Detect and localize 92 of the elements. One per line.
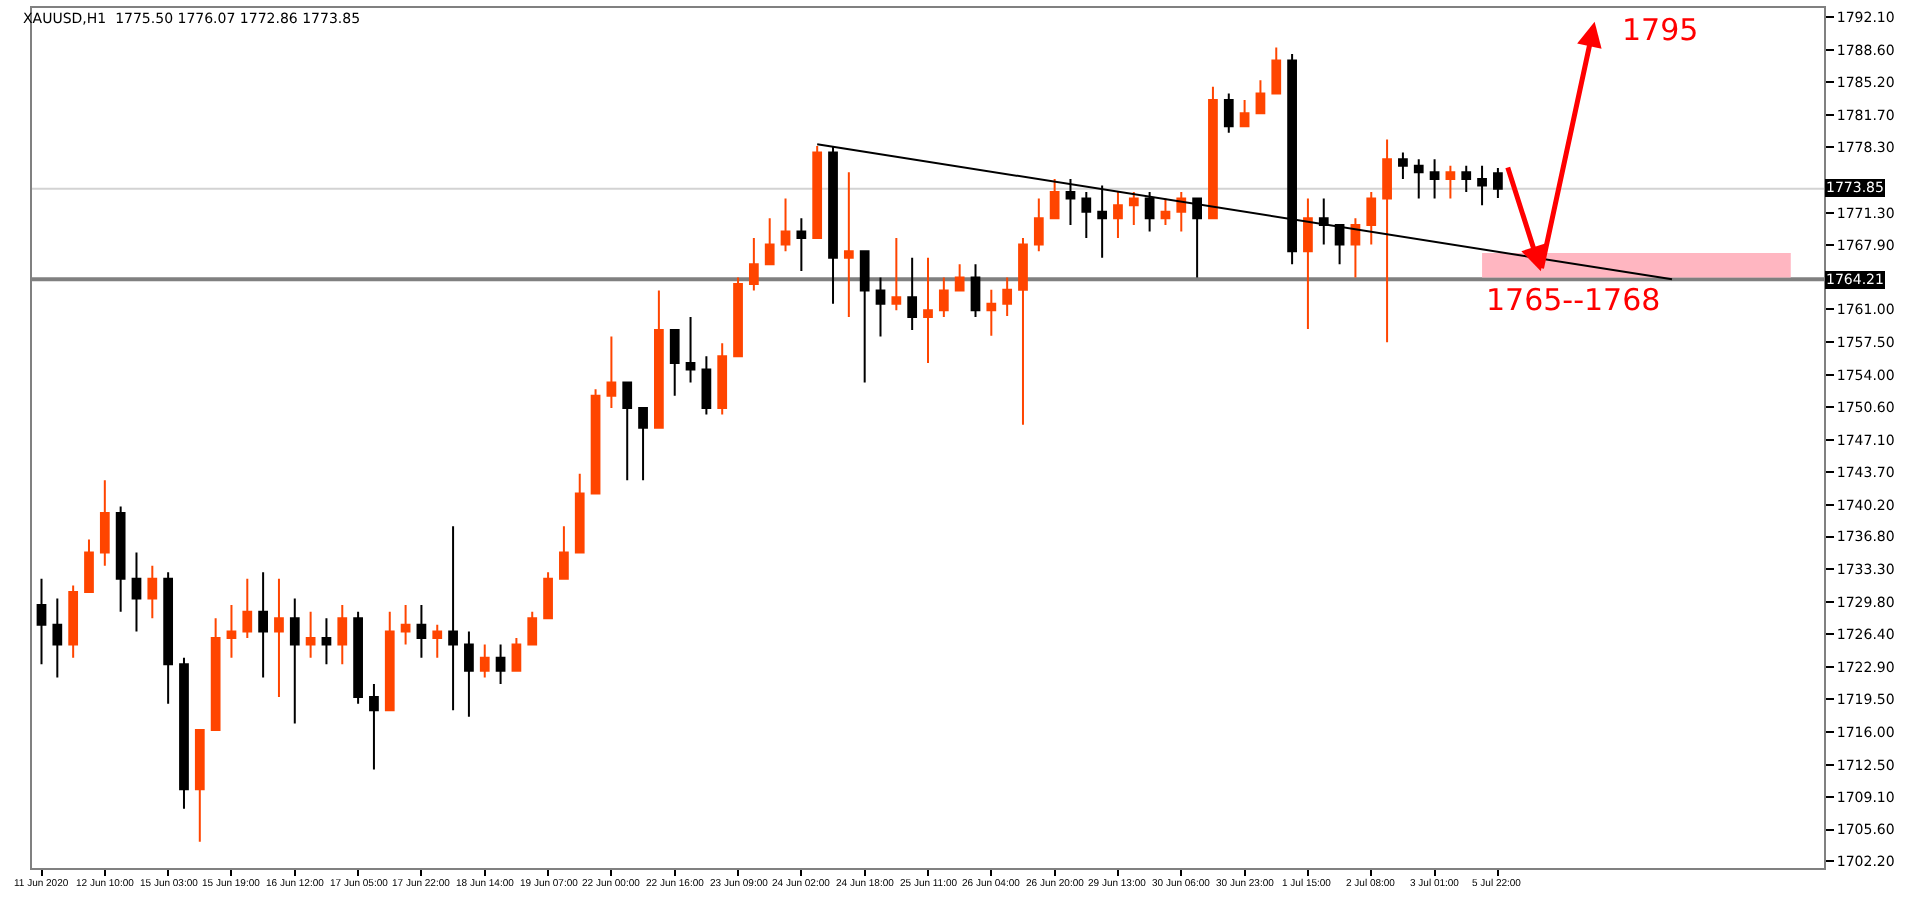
candlestick <box>179 656 189 810</box>
candlestick <box>1049 177 1060 220</box>
candlestick <box>733 276 743 358</box>
candlestick <box>1271 46 1282 95</box>
candlestick <box>163 571 174 705</box>
candlestick <box>1065 177 1076 226</box>
candlestick <box>400 604 411 646</box>
candlestick <box>1445 164 1456 200</box>
band-label: 1765--1768 <box>1486 282 1661 318</box>
candlestick <box>1081 191 1092 240</box>
candlestick <box>559 525 569 580</box>
candlestick <box>1033 197 1044 253</box>
candlestick <box>1429 158 1440 200</box>
candlestick <box>1334 223 1345 266</box>
candlestick <box>448 525 458 712</box>
candlestick <box>289 597 300 725</box>
candlestick <box>464 630 474 718</box>
candlestick <box>875 276 886 338</box>
candlestick <box>1144 191 1155 233</box>
candlestick <box>1160 197 1171 226</box>
candlestick <box>115 505 126 613</box>
candlestick <box>1413 158 1424 200</box>
candlestick <box>305 610 316 659</box>
candlestick <box>654 289 664 429</box>
candlestick <box>1113 191 1123 240</box>
candlestick <box>859 250 870 384</box>
candlestick <box>907 256 918 332</box>
candlestick <box>353 610 363 705</box>
candlestick <box>796 217 807 272</box>
candlestick <box>369 682 379 771</box>
candlestick <box>1493 166 1503 200</box>
candlestick <box>970 263 981 318</box>
candlestick <box>384 610 395 712</box>
candlestick <box>36 577 47 666</box>
candlestick <box>242 577 253 639</box>
candlestick <box>923 256 933 364</box>
candlestick <box>432 623 443 659</box>
candlestick <box>1176 191 1187 233</box>
candlestick <box>274 577 284 699</box>
candlestick <box>590 388 601 495</box>
candlestick <box>84 538 94 593</box>
candlestick <box>226 604 237 659</box>
candlestick <box>1350 217 1361 279</box>
candlestick <box>1366 191 1377 246</box>
candlestick <box>1382 138 1392 344</box>
candlestick <box>764 217 775 266</box>
candlestick <box>1461 164 1472 194</box>
candlestick <box>891 237 902 312</box>
candlestick <box>1303 197 1313 331</box>
candlestick <box>938 276 949 318</box>
candlestick <box>1239 99 1250 128</box>
candlestick <box>685 315 696 384</box>
candlestick <box>1223 92 1234 134</box>
candlestick <box>210 617 221 731</box>
candlestick <box>543 571 553 620</box>
candlestick <box>511 636 522 672</box>
candlestick <box>68 584 79 659</box>
candlestick <box>321 617 332 666</box>
candlestick <box>194 728 205 843</box>
candlestick <box>1477 164 1487 207</box>
candlestick <box>1398 151 1408 180</box>
candlestick <box>574 472 585 554</box>
candlestick <box>606 335 617 409</box>
candlestick <box>1208 85 1218 220</box>
candlestick <box>1002 276 1013 317</box>
candlestick <box>748 237 759 292</box>
candlestick <box>701 355 712 416</box>
candlestick <box>954 263 965 292</box>
candlestick <box>495 643 506 685</box>
candlestick <box>638 406 648 482</box>
candlestick <box>337 604 348 666</box>
candlestick <box>1097 184 1108 259</box>
candlestick <box>843 171 854 318</box>
annotation: 1795 <box>1622 12 1699 48</box>
candlestick <box>52 597 63 679</box>
candlestick <box>527 610 538 646</box>
candlestick <box>131 551 142 633</box>
candlestick <box>812 145 823 240</box>
candlestick <box>99 479 110 567</box>
candlestick <box>416 604 427 659</box>
candlestick <box>717 342 728 416</box>
candlestick <box>147 564 158 620</box>
candlestick <box>780 197 791 253</box>
candlestick <box>1128 191 1139 226</box>
candlestick <box>1318 197 1329 246</box>
candlestick <box>258 571 268 679</box>
candlestick <box>479 643 490 679</box>
candlestick <box>622 381 633 482</box>
candlestick <box>1018 237 1028 426</box>
candlestick <box>986 288 997 337</box>
candlestick <box>669 329 680 397</box>
candlestick <box>1255 79 1266 115</box>
